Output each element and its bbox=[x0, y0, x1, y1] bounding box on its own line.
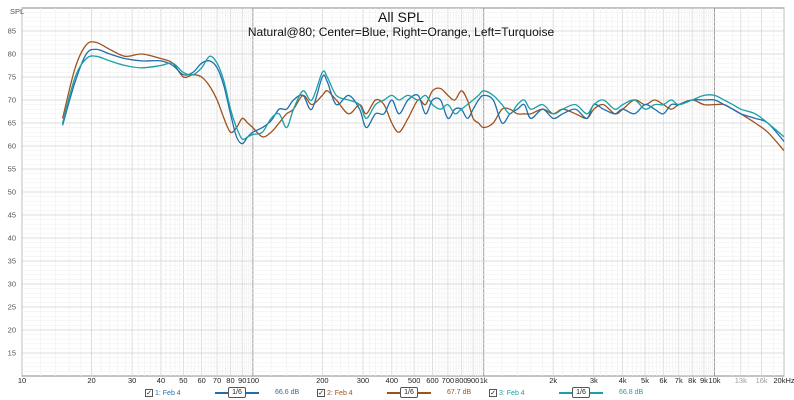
x-tick-label: 600 bbox=[426, 376, 439, 385]
series-layer bbox=[61, 41, 785, 152]
x-tick-label: 1k bbox=[480, 376, 488, 385]
x-tick-label: 900 bbox=[467, 376, 480, 385]
x-tick-label: 300 bbox=[357, 376, 370, 385]
x-tick-label: 40 bbox=[157, 376, 165, 385]
x-tick-label: 80 bbox=[226, 376, 234, 385]
y-tick-label: 25 bbox=[8, 303, 16, 312]
x-tick-label: 9k bbox=[700, 376, 708, 385]
y-tick-label: 20 bbox=[8, 326, 16, 335]
tick-labels: 10 20 30 40 50 60 70 80 90 100 200 300 400 500 600 700 8… bbox=[8, 27, 794, 386]
x-tick-label: 5k bbox=[641, 376, 649, 385]
smoothing-button[interactable]: 1/6 bbox=[228, 387, 246, 398]
x-tick-label: 13k bbox=[735, 376, 747, 385]
x-tick-label: 16k bbox=[756, 376, 768, 385]
x-tick-label: 10k bbox=[708, 376, 720, 385]
chart-title: All SPL bbox=[378, 9, 424, 25]
x-tick-label: 200 bbox=[316, 376, 329, 385]
x-tick-label: 30 bbox=[128, 376, 136, 385]
series-line-3 bbox=[61, 55, 785, 141]
y-tick-label: 40 bbox=[8, 234, 16, 243]
y-axis-label: SPL bbox=[10, 7, 24, 16]
legend-series-name: 2: Feb 4 bbox=[327, 389, 353, 397]
x-tick-label: 60 bbox=[197, 376, 205, 385]
legend-item-2: ✓ 2: Feb 4 bbox=[317, 386, 353, 400]
smoothing-button[interactable]: 1/6 bbox=[400, 387, 418, 398]
legend-level: 67.7 dB bbox=[447, 389, 472, 396]
x-tick-label: 800 bbox=[455, 376, 468, 385]
x-tick-label: 700 bbox=[442, 376, 455, 385]
x-tick-label: 500 bbox=[408, 376, 421, 385]
y-tick-label: 65 bbox=[8, 119, 16, 128]
y-tick-label: 45 bbox=[8, 211, 16, 220]
legend-item-3: ✓ 3: Feb 4 bbox=[489, 386, 525, 400]
legend-checkbox[interactable]: ✓ bbox=[317, 389, 325, 397]
x-tick-label: 2k bbox=[549, 376, 557, 385]
x-tick-label: 20kHz bbox=[773, 376, 794, 385]
legend: ✓ 1: Feb 4 1/6 66.6 dB ✓ 2: Feb 4 1/6 67.7 dB ✓ 3… bbox=[0, 386, 794, 400]
x-tick-label: 3k bbox=[590, 376, 598, 385]
x-tick-label: 20 bbox=[87, 376, 95, 385]
y-tick-label: 80 bbox=[8, 50, 16, 59]
legend-series-name: 3: Feb 4 bbox=[499, 389, 525, 397]
x-tick-label: 10 bbox=[18, 376, 26, 385]
x-tick-label: 70 bbox=[213, 376, 221, 385]
legend-checkbox[interactable]: ✓ bbox=[489, 389, 497, 397]
y-tick-label: 70 bbox=[8, 96, 16, 105]
legend-series-name: 1: Feb 4 bbox=[155, 389, 181, 397]
legend-level: 66.8 dB bbox=[619, 389, 644, 396]
y-tick-label: 15 bbox=[8, 349, 16, 358]
y-tick-label: 55 bbox=[8, 165, 16, 174]
x-tick-label: 6k bbox=[659, 376, 667, 385]
x-tick-label: 400 bbox=[386, 376, 399, 385]
x-tick-label: 7k bbox=[675, 376, 683, 385]
x-tick-label: 100 bbox=[247, 376, 260, 385]
chart-subtitle: Natural@80; Center=Blue, Right=Orange, L… bbox=[248, 25, 555, 39]
legend-item-1: ✓ 1: Feb 4 bbox=[145, 386, 181, 400]
y-tick-label: 30 bbox=[8, 280, 16, 289]
x-tick-label: 4k bbox=[619, 376, 627, 385]
grid bbox=[21, 7, 785, 377]
x-tick-label: 50 bbox=[179, 376, 187, 385]
x-tick-label: 90 bbox=[238, 376, 246, 385]
y-tick-label: 85 bbox=[8, 27, 16, 36]
series-line-1 bbox=[61, 48, 785, 145]
x-tick-label: 8k bbox=[688, 376, 696, 385]
smoothing-button[interactable]: 1/6 bbox=[572, 387, 590, 398]
y-tick-label: 50 bbox=[8, 188, 16, 197]
legend-level: 66.6 dB bbox=[275, 389, 300, 396]
y-tick-label: 75 bbox=[8, 73, 16, 82]
y-tick-label: 35 bbox=[8, 257, 16, 266]
legend-checkbox[interactable]: ✓ bbox=[145, 389, 153, 397]
y-tick-label: 60 bbox=[8, 142, 16, 151]
